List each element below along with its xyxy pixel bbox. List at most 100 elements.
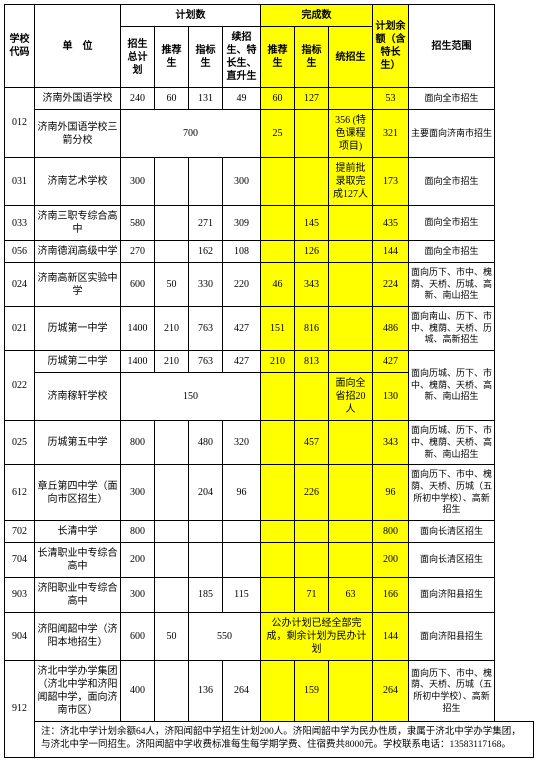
cell-plan-other: 96 <box>223 465 261 521</box>
cell-done-idx <box>295 158 329 206</box>
cell-code: 025 <box>5 421 35 465</box>
cell-code: 022 <box>5 351 35 421</box>
cell-done-reg <box>329 351 373 373</box>
table-row: 济南外国语学校三箭分校70025356 (特色课程项目)321主要面向济南市招生 <box>5 110 534 158</box>
cell-plan-total: 1400 <box>121 351 155 373</box>
cell-unit: 历城第二中学 <box>35 351 121 373</box>
cell-done-reg <box>329 88 373 110</box>
cell-code: 702 <box>5 520 35 542</box>
cell-plan-other: 320 <box>223 421 261 465</box>
table-row: 912济北中学办学集团（济北中学和济阳闻韶中学，面向济南市区）400136264… <box>5 660 534 721</box>
table-row: 904济阳闻韶中学（济阳本地招生）60050550公办计划已经全部完成，剩余计划… <box>5 612 534 660</box>
cell-scope: 面向长清区招生 <box>409 542 495 577</box>
cell-remain: 96 <box>373 465 409 521</box>
cell-plan-other: 300 <box>223 158 261 206</box>
cell-plan-other: 115 <box>223 577 261 612</box>
header-done-group: 完成数 <box>261 5 373 27</box>
cell-code: 903 <box>5 577 35 612</box>
cell-scope: 面向历下、市中、槐荫、天桥、历城（五所初中学校）、高新招生 <box>409 465 495 521</box>
cell-plan-idx-merged: 550 <box>189 612 261 660</box>
cell-code: 021 <box>5 307 35 351</box>
table-row: 903济阳职业中专综合高中3001851157163166面向济阳县招生 <box>5 577 534 612</box>
cell-done-reg <box>329 307 373 351</box>
cell-done-rec <box>261 206 295 241</box>
cell-scope: 主要面向济南市招生 <box>409 110 495 158</box>
cell-code: 033 <box>5 206 35 241</box>
cell-plan-rec <box>155 660 189 721</box>
cell-plan-rec <box>155 206 189 241</box>
cell-plan-other: 108 <box>223 241 261 263</box>
cell-scope: 面向历下、市中、槐荫、天桥、历城、高新、南山招生 <box>409 263 495 307</box>
cell-remain: 800 <box>373 520 409 542</box>
cell-done-idx <box>295 110 329 158</box>
cell-plan-rec <box>155 241 189 263</box>
cell-plan-rec: 50 <box>155 612 189 660</box>
table-row: 033济南三职专综合高中580271309145435面向全市招生 <box>5 206 534 241</box>
table-row: 702长清中学800800面向长清区招生 <box>5 520 534 542</box>
cell-plan-rec <box>155 465 189 521</box>
cell-done-rec <box>261 421 295 465</box>
cell-done-idx <box>295 520 329 542</box>
cell-unit: 济南高新区实验中学 <box>35 263 121 307</box>
cell-done-rec <box>261 158 295 206</box>
cell-plan-idx: 204 <box>189 465 223 521</box>
cell-plan-other <box>223 520 261 542</box>
cell-plan-idx: 763 <box>189 307 223 351</box>
cell-done-idx <box>295 373 329 421</box>
cell-plan-total: 300 <box>121 465 155 521</box>
cell-done-idx: 126 <box>295 241 329 263</box>
cell-done-rec: 151 <box>261 307 295 351</box>
cell-code: 912 <box>5 660 35 757</box>
cell-scope: 面向长清区招生 <box>409 520 495 542</box>
cell-scope: 面向历城、历下、市中、槐荫、天桥、高新、南山招生 <box>409 351 495 421</box>
cell-remain: 427 <box>373 351 409 373</box>
table-row: 056济南德润高级中学270162108126144面向全市招生 <box>5 241 534 263</box>
cell-done-rec <box>261 542 295 577</box>
cell-plan-other: 264 <box>223 660 261 721</box>
cell-code: 904 <box>5 612 35 660</box>
cell-scope: 面向全市招生 <box>409 241 495 263</box>
cell-done-rec: 60 <box>261 88 295 110</box>
header-code: 学校代码 <box>5 5 35 88</box>
cell-unit: 济南稼轩学校 <box>35 373 121 421</box>
cell-plan-total: 800 <box>121 520 155 542</box>
cell-plan-rec <box>155 421 189 465</box>
header-plan-group: 计划数 <box>121 5 261 27</box>
cell-plan-total: 300 <box>121 577 155 612</box>
header-remain: 计划余额（含特长生） <box>373 5 409 88</box>
cell-plan-other <box>223 542 261 577</box>
header-plan-rec: 推荐生 <box>155 27 189 88</box>
cell-done-reg <box>329 542 373 577</box>
cell-remain: 130 <box>373 373 409 421</box>
header-plan-other: 续招生、特长生、直升生 <box>223 27 261 88</box>
cell-plan-idx <box>189 542 223 577</box>
cell-done-rec: 210 <box>261 351 295 373</box>
cell-code: 031 <box>5 158 35 206</box>
cell-done-idx: 813 <box>295 351 329 373</box>
table-row: 012济南外国语学校24060131496012753面向全市招生 <box>5 88 534 110</box>
cell-done-idx: 457 <box>295 421 329 465</box>
header-plan-idx: 指标生 <box>189 27 223 88</box>
cell-remain: 144 <box>373 241 409 263</box>
cell-done-reg <box>329 660 373 721</box>
cell-scope: 面向全市招生 <box>409 206 495 241</box>
cell-plan-total: 1400 <box>121 307 155 351</box>
cell-plan-idx: 131 <box>189 88 223 110</box>
cell-plan-idx <box>189 158 223 206</box>
cell-plan-rec <box>155 158 189 206</box>
cell-remain: 173 <box>373 158 409 206</box>
cell-done-reg: 356 (特色课程项目) <box>329 110 373 158</box>
cell-plan-idx: 763 <box>189 351 223 373</box>
cell-done-reg <box>329 263 373 307</box>
cell-done-rec <box>261 520 295 542</box>
table-row: 022历城第二中学1400210763427210813427面向历城、历下、市… <box>5 351 534 373</box>
cell-plan-other: 49 <box>223 88 261 110</box>
cell-plan-merged: 150 <box>121 373 261 421</box>
cell-plan-total: 600 <box>121 612 155 660</box>
cell-done-rec: 46 <box>261 263 295 307</box>
cell-plan-rec <box>155 577 189 612</box>
cell-done-reg: 63 <box>329 577 373 612</box>
cell-plan-idx: 271 <box>189 206 223 241</box>
cell-done-rec <box>261 373 295 421</box>
cell-plan-idx: 136 <box>189 660 223 721</box>
